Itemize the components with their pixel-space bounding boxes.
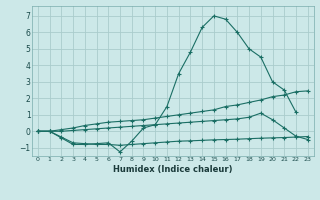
X-axis label: Humidex (Indice chaleur): Humidex (Indice chaleur) <box>113 165 233 174</box>
